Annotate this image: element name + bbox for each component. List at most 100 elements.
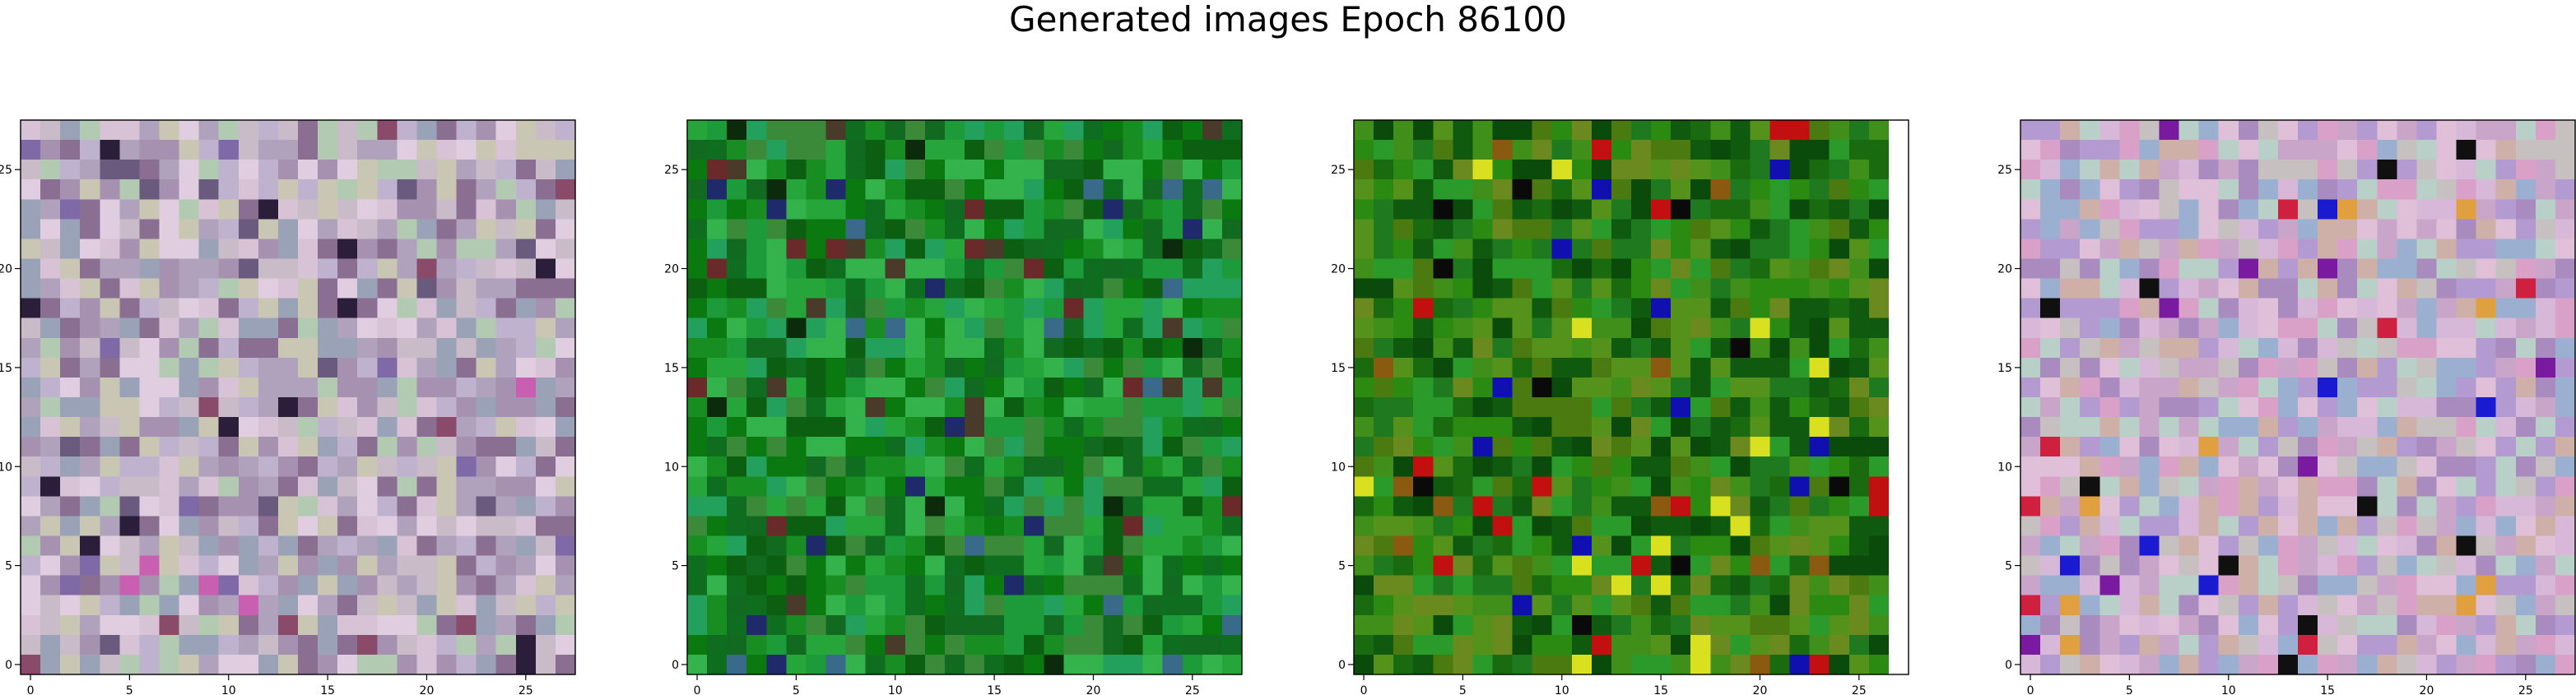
pixel-cell bbox=[437, 655, 458, 675]
pixel-cell bbox=[278, 595, 299, 616]
pixel-cell bbox=[687, 378, 708, 398]
pixel-cell bbox=[886, 516, 906, 536]
pixel-cell bbox=[60, 615, 81, 636]
pixel-cell bbox=[984, 576, 1005, 596]
pixel-cell bbox=[1710, 615, 1731, 636]
pixel-cell bbox=[1063, 576, 1084, 596]
pixel-cell bbox=[1143, 219, 1164, 239]
pixel-cell bbox=[239, 635, 259, 656]
pixel-cell bbox=[1374, 615, 1394, 636]
pixel-cell bbox=[1671, 456, 1691, 477]
pixel-cell bbox=[2219, 358, 2239, 378]
pixel-cell bbox=[2318, 496, 2338, 517]
pixel-cell bbox=[965, 476, 985, 497]
pixel-cell bbox=[1849, 120, 1870, 141]
pixel-cell bbox=[846, 338, 867, 359]
pixel-cell bbox=[746, 615, 767, 636]
pixel-cell bbox=[1104, 655, 1124, 675]
pixel-cell bbox=[536, 378, 556, 398]
pixel-cell bbox=[1472, 595, 1493, 616]
pixel-cell bbox=[1532, 516, 1553, 536]
pixel-cell bbox=[2258, 437, 2279, 457]
pixel-cell bbox=[2457, 259, 2477, 280]
pixel-cell bbox=[2119, 417, 2140, 438]
pixel-cell bbox=[1123, 635, 1144, 656]
pixel-cell bbox=[1631, 378, 1652, 398]
pixel-cell bbox=[1572, 556, 1593, 577]
pixel-cell bbox=[846, 476, 867, 497]
pixel-cell bbox=[1532, 140, 1553, 160]
pixel-cell bbox=[826, 595, 847, 616]
pixel-cell bbox=[1024, 239, 1044, 259]
pixel-cell bbox=[2239, 140, 2259, 160]
pixel-cell bbox=[119, 299, 140, 319]
pixel-cell bbox=[2219, 536, 2239, 557]
pixel-cell bbox=[219, 456, 239, 477]
pixel-cell bbox=[2080, 239, 2100, 259]
pixel-cell bbox=[2298, 199, 2318, 220]
pixel-cell bbox=[1730, 160, 1751, 180]
pixel-cell bbox=[2416, 299, 2437, 319]
pixel-cell bbox=[278, 516, 299, 536]
pixel-cell bbox=[21, 120, 41, 141]
y-tick-label: 15 bbox=[0, 362, 12, 375]
pixel-cell bbox=[1849, 318, 1870, 339]
pixel-cell bbox=[1413, 536, 1434, 557]
pixel-cell bbox=[1202, 496, 1223, 517]
pixel-cell bbox=[826, 456, 847, 477]
pixel-cell bbox=[1532, 219, 1553, 239]
pixel-cell bbox=[687, 279, 708, 299]
pixel-cell bbox=[2337, 417, 2358, 438]
pixel-cell bbox=[1123, 595, 1144, 616]
pixel-cell bbox=[707, 219, 728, 239]
pixel-cell bbox=[2239, 397, 2259, 418]
pixel-cell bbox=[1024, 378, 1044, 398]
pixel-cell bbox=[2318, 239, 2338, 259]
pixel-cell bbox=[496, 279, 517, 299]
pixel-cell bbox=[1869, 358, 1890, 378]
pixel-cell bbox=[806, 179, 826, 200]
pixel-cell bbox=[2298, 378, 2318, 398]
pixel-cell bbox=[1104, 595, 1124, 616]
pixel-cell bbox=[1690, 179, 1711, 200]
pixel-cell bbox=[2318, 437, 2338, 457]
pixel-cell bbox=[1024, 437, 1044, 457]
pixel-cell bbox=[1202, 397, 1223, 418]
pixel-cell bbox=[219, 239, 239, 259]
pixel-cell bbox=[357, 179, 378, 200]
pixel-cell bbox=[1433, 279, 1453, 299]
pixel-cell bbox=[1532, 259, 1553, 280]
pixel-cell bbox=[1770, 299, 1791, 319]
pixel-cell bbox=[2536, 378, 2556, 398]
pixel-cell bbox=[100, 140, 120, 160]
y-tick-label: 0 bbox=[672, 659, 679, 672]
pixel-cell bbox=[707, 655, 728, 675]
pixel-cell bbox=[160, 397, 180, 418]
pixel-cell bbox=[1513, 239, 1533, 259]
pixel-cell bbox=[1869, 635, 1890, 656]
pixel-cell bbox=[60, 318, 81, 339]
pixel-cell bbox=[1453, 140, 1473, 160]
pixel-cell bbox=[1671, 576, 1691, 596]
pixel-cell bbox=[1374, 259, 1394, 280]
pixel-cell bbox=[2377, 199, 2397, 220]
pixel-cell bbox=[179, 595, 200, 616]
pixel-cell bbox=[1413, 456, 1434, 477]
pixel-cell bbox=[377, 556, 398, 577]
x-tick-label: 25 bbox=[518, 684, 533, 695]
pixel-cell bbox=[1472, 556, 1493, 577]
pixel-cell bbox=[984, 556, 1005, 577]
pixel-cell bbox=[1532, 576, 1553, 596]
pixel-cell bbox=[2357, 576, 2378, 596]
pixel-cell bbox=[687, 456, 708, 477]
pixel-cell bbox=[2258, 595, 2279, 616]
pixel-cell bbox=[2239, 160, 2259, 180]
pixel-cell bbox=[2040, 239, 2061, 259]
pixel-cell bbox=[1830, 397, 1850, 418]
pixel-cell bbox=[866, 179, 886, 200]
pixel-cell bbox=[886, 595, 906, 616]
pixel-cell bbox=[2555, 635, 2576, 656]
pixel-cell bbox=[2496, 378, 2517, 398]
pixel-cell bbox=[2516, 655, 2536, 675]
pixel-cell bbox=[965, 239, 985, 259]
